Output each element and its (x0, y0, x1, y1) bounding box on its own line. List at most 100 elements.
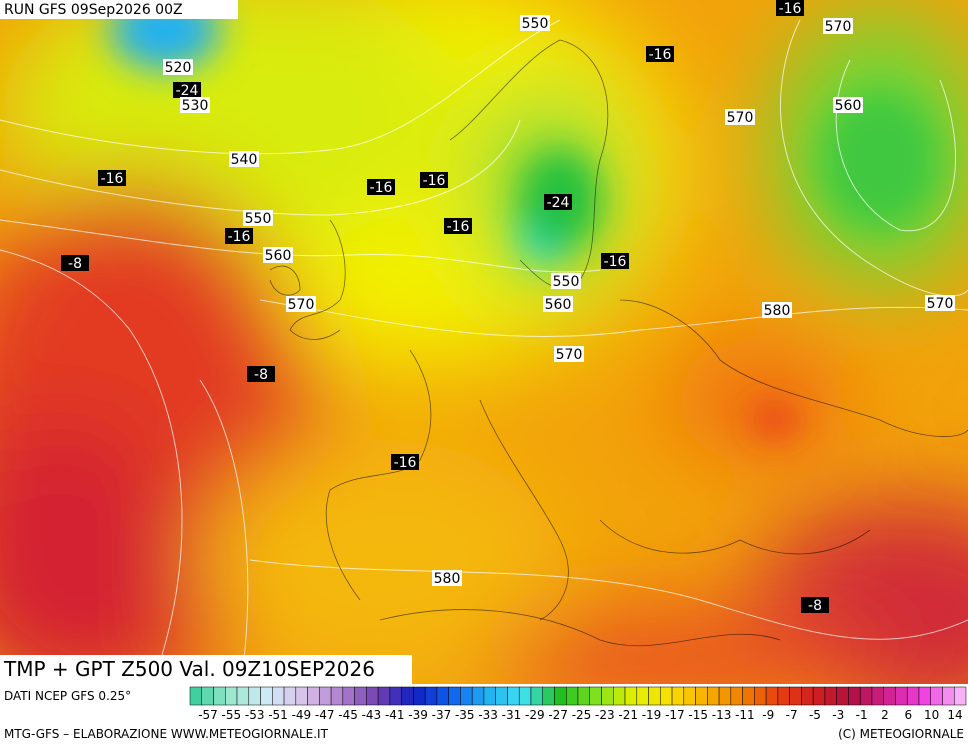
colorbar-cell (613, 686, 626, 706)
temperature-label: -8 (808, 598, 822, 614)
colorbar-label: 6 (904, 708, 912, 722)
colorbar-label: -17 (665, 708, 685, 722)
temperature-label-box (601, 253, 629, 269)
colorbar-cell (283, 686, 297, 706)
colorbar-cell (330, 686, 344, 706)
height-label: 570 (727, 110, 754, 126)
colorbar-cell (577, 686, 591, 706)
colorbar-cell (848, 686, 861, 706)
colorbar-label: -49 (292, 708, 312, 722)
height-contours (0, 19, 968, 684)
height-label: 540 (231, 152, 258, 168)
title-box (0, 655, 412, 684)
colorbar-label: -57 (198, 708, 218, 722)
colorbar-cell (754, 686, 767, 706)
colorbar-cell (366, 686, 379, 706)
colorbar-label: -51 (268, 708, 288, 722)
colorbar-label: -41 (385, 708, 405, 722)
colorbar-label: -47 (315, 708, 335, 722)
temperature-field (0, 0, 968, 684)
colorbar-cell (883, 686, 896, 706)
colorbar-cell (295, 686, 308, 706)
colorbar-cell (342, 686, 355, 706)
colorbar-cell (424, 686, 438, 706)
colorbar-cell (319, 686, 332, 706)
colorbar-cell (225, 686, 238, 706)
colorbar-cell (895, 686, 908, 706)
colorbar-label: -3 (832, 708, 844, 722)
colorbar-cell (213, 686, 226, 706)
colorbar-label: -15 (688, 708, 708, 722)
colorbar-cell (671, 686, 685, 706)
colorbar-label: 14 (947, 708, 962, 722)
colorbar-cell (871, 686, 884, 706)
colorbar-label: -39 (408, 708, 428, 722)
colorbar-cell (906, 686, 920, 706)
height-label-box (180, 97, 210, 113)
colorbar-cell (765, 686, 779, 706)
height-label: 560 (265, 248, 292, 264)
colorbar-cell (953, 686, 967, 706)
colorbar-cell (201, 686, 214, 706)
height-label: 570 (556, 347, 583, 363)
colorbar-cell (930, 686, 943, 706)
colorbar-label: -21 (618, 708, 638, 722)
temperature-label-box (801, 597, 829, 613)
colorbar-cell (272, 686, 285, 706)
colorbar-cell (554, 686, 567, 706)
temperature-label: -16 (423, 173, 446, 189)
colorbar-label: -1 (856, 708, 868, 722)
credit-label: MTG-GFS – ELABORAZIONE WWW.METEOGIORNALE… (4, 727, 329, 741)
colorbar-label: -55 (222, 708, 242, 722)
colorbar-cell (718, 686, 732, 706)
colorbar-cell (624, 686, 638, 706)
height-label-box (229, 151, 259, 167)
colorbar-cell (483, 686, 496, 706)
temperature-label: -16 (228, 229, 251, 245)
temperature-label: -8 (254, 367, 268, 383)
colorbar-label: -33 (478, 708, 498, 722)
colorbar-cell (695, 686, 708, 706)
colorbar-cell (495, 686, 508, 706)
colorbar-cell (189, 686, 203, 706)
colorbar-cell (660, 686, 673, 706)
height-label: 550 (245, 211, 272, 227)
colorbar-cell (448, 686, 461, 706)
colorbar-label: 10 (924, 708, 939, 722)
height-label-box (286, 296, 316, 312)
temperature-label-box (247, 366, 275, 382)
colorbar-cell (730, 686, 743, 706)
height-label: 570 (288, 297, 315, 313)
colorbar-label: -37 (432, 708, 452, 722)
colorbar-label: -13 (712, 708, 732, 722)
colorbar-label: -9 (762, 708, 774, 722)
colorbar-cell (507, 686, 520, 706)
source-label: DATI NCEP GFS 0.25° (4, 689, 131, 703)
height-label: 560 (835, 98, 862, 114)
colorbar-cell (859, 686, 873, 706)
height-label: 570 (825, 19, 852, 35)
map-labels: -16 -24 -16 -16 -16 -16 -16 -24 -16 -8 -16 -8 -16 -8 5… (61, 0, 955, 614)
colorbar-label: -29 (525, 708, 545, 722)
temperature-label: -8 (68, 256, 82, 272)
colorbar-cell (565, 686, 579, 706)
height-label-box (263, 247, 293, 263)
colorbar-cell (542, 686, 555, 706)
colorbar-label: -35 (455, 708, 475, 722)
colorbar-label: -43 (362, 708, 382, 722)
temperature-label-box (367, 179, 395, 195)
colorbar-label: -5 (809, 708, 821, 722)
colorbar-cell (377, 686, 391, 706)
height-label: 550 (522, 16, 549, 32)
colorbar-label: -53 (245, 708, 265, 722)
colorbar-cell (801, 686, 814, 706)
height-label: 560 (545, 297, 572, 313)
colorbar-cell (460, 686, 473, 706)
temperature-label: -16 (101, 171, 124, 187)
colorbar-label: -19 (642, 708, 662, 722)
height-label: 550 (553, 274, 580, 290)
temperature-label-box (98, 170, 126, 186)
run-box (0, 0, 238, 19)
height-label-box (762, 302, 792, 318)
